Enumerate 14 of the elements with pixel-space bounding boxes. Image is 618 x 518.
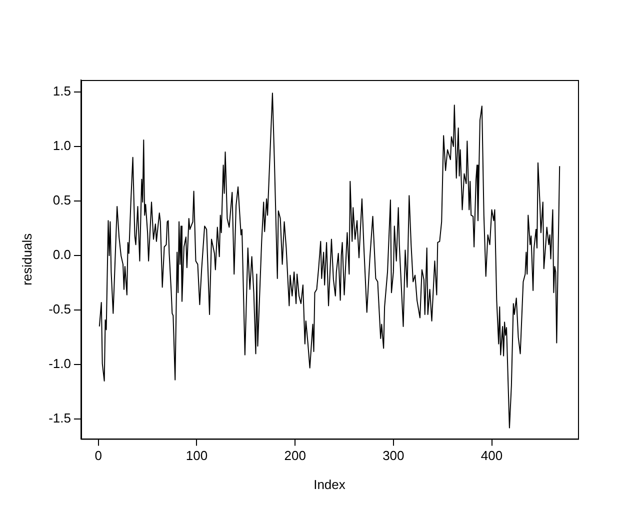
y-tick-label: -1.5 [48, 410, 71, 426]
x-axis-title: Index [314, 476, 346, 492]
x-tick-label: 0 [94, 448, 102, 464]
y-tick-label: 0.0 [52, 247, 71, 262]
y-axis-title: residuals [19, 232, 34, 286]
x-tick-label: 300 [382, 448, 404, 464]
y-tick-label: 0.5 [52, 192, 71, 208]
y-tick-label: -1.0 [48, 356, 71, 372]
y-tick-label: 1.5 [52, 84, 71, 99]
y-tick-label: 1.0 [52, 138, 71, 154]
x-tick-label: 100 [186, 448, 208, 464]
x-tick-label: 400 [480, 448, 503, 464]
x-tick-label: 200 [284, 448, 306, 464]
y-tick-label: -0.5 [48, 302, 71, 317]
